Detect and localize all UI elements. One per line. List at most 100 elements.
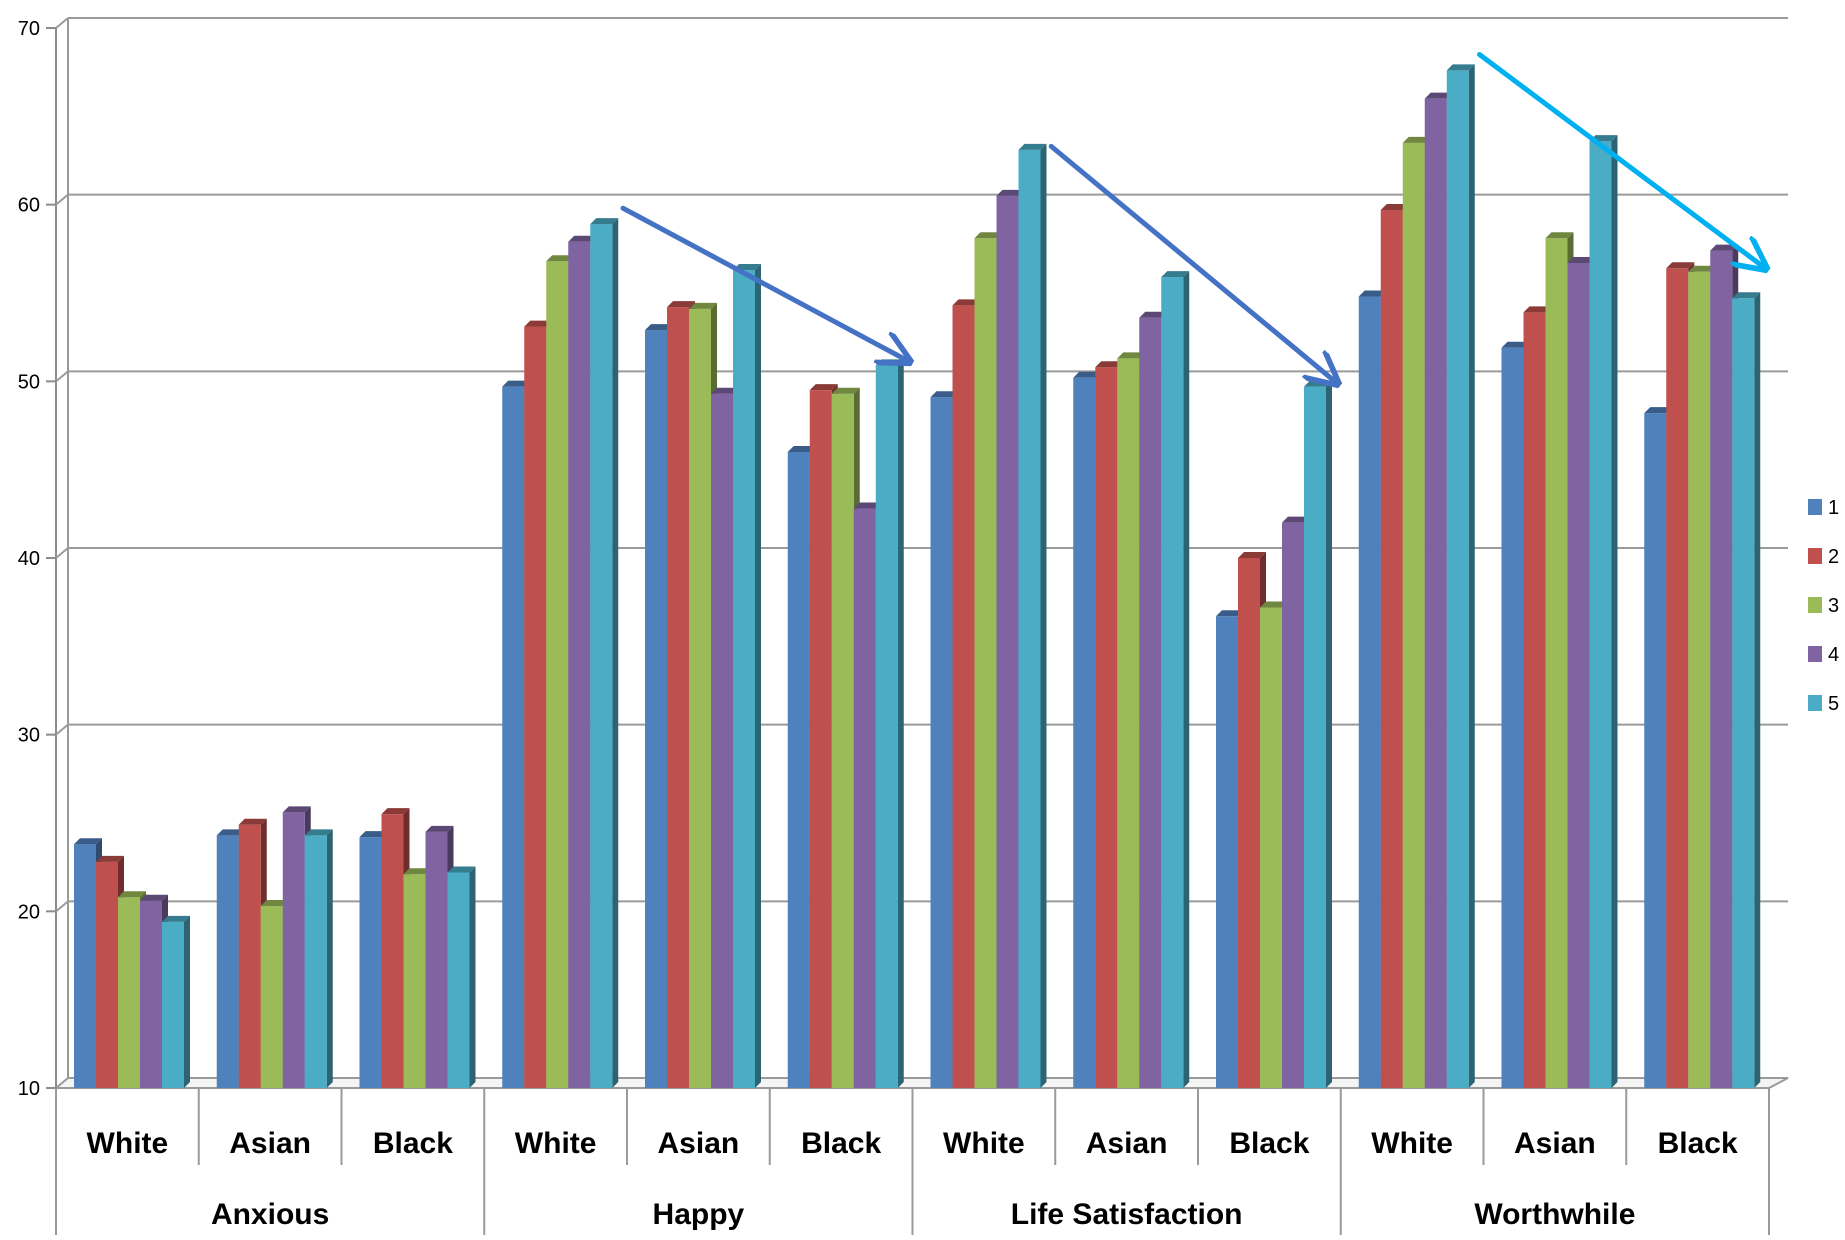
bar-side [326, 829, 333, 1088]
bar-top [1095, 361, 1124, 368]
bar-side [469, 866, 476, 1088]
bar-top [381, 808, 410, 815]
bar-front [952, 305, 975, 1088]
bar-side [1326, 380, 1332, 1089]
bar-front [1117, 358, 1140, 1088]
trend-arrow [1048, 143, 1335, 381]
bar-front [1238, 558, 1260, 1088]
bar-top [1117, 352, 1146, 359]
bar [162, 915, 190, 1088]
bar-top [425, 825, 454, 832]
x-category-label: White [87, 1127, 169, 1160]
bar-front [1666, 268, 1689, 1088]
bar-top [1545, 232, 1574, 239]
bar-front [711, 393, 733, 1088]
gridline-side [55, 370, 69, 383]
bar [1161, 271, 1190, 1089]
x-group-label: Life Satisfaction [1011, 1198, 1243, 1231]
bar-top [1161, 271, 1190, 278]
legend-item: 1 [1808, 497, 1839, 519]
y-tick-label: 60 [18, 195, 40, 217]
x-group-label: Happy [653, 1198, 745, 1231]
bar-top [1501, 341, 1530, 348]
bar-top [930, 391, 959, 398]
y-axis-tick-labels: 10 20 30 40 50 60 70 [18, 18, 40, 1100]
bar-front [853, 508, 876, 1088]
bar-top [1644, 407, 1673, 414]
bar-front [403, 874, 426, 1088]
legend-swatch [1808, 548, 1822, 564]
x-category-label: White [1371, 1127, 1453, 1160]
legend-label: 5 [1828, 693, 1839, 715]
bar-top [1402, 136, 1431, 143]
x-category-label: Black [1229, 1127, 1309, 1160]
bar [733, 264, 761, 1088]
y-tick-label: 70 [18, 18, 40, 40]
bar-front [359, 837, 382, 1088]
bar [447, 866, 476, 1088]
bar-side [897, 359, 904, 1088]
legend-item: 5 [1808, 693, 1839, 715]
bar-front [1095, 367, 1118, 1088]
bar-top [1380, 203, 1409, 210]
bar-top [96, 855, 124, 862]
bar-front [787, 452, 810, 1088]
bar-front [645, 330, 667, 1089]
x-category-label: Black [801, 1127, 881, 1160]
legend-swatch [1808, 597, 1822, 613]
bar-front [282, 812, 305, 1088]
bar-front [1018, 149, 1041, 1088]
trend-arrow [1477, 52, 1764, 267]
bar [1732, 292, 1761, 1088]
y-tick-label: 10 [18, 1078, 40, 1100]
bar-top [546, 255, 575, 262]
bar [304, 829, 333, 1088]
bar-top [689, 302, 717, 309]
y-tick-label: 50 [18, 371, 40, 393]
bar-side [1754, 292, 1761, 1088]
bar-front [1732, 298, 1755, 1088]
legend-swatch [1808, 646, 1822, 662]
bar-front [502, 386, 525, 1089]
bar [590, 218, 619, 1089]
x-group-label: Worthwhile [1474, 1198, 1635, 1231]
bar-top [1216, 610, 1244, 617]
legend-label: 3 [1828, 595, 1839, 617]
bar-top [1238, 552, 1266, 558]
x-category-label: Asian [658, 1127, 740, 1160]
bar-front [96, 861, 118, 1088]
x-category-label: White [943, 1127, 1025, 1160]
bar [1018, 143, 1047, 1088]
bar-front [1710, 250, 1733, 1089]
bar-top [238, 818, 267, 825]
bar-front [1304, 386, 1326, 1089]
bar-front [546, 261, 569, 1088]
bar [1304, 380, 1332, 1089]
legend-item: 3 [1808, 595, 1839, 617]
bar-front [1523, 312, 1546, 1088]
bar-side [1468, 64, 1475, 1088]
bar-front [1358, 296, 1381, 1088]
gridline-side [55, 900, 69, 913]
bar-front [1161, 277, 1184, 1089]
bar-top [974, 232, 1003, 239]
x-category-label: Black [1658, 1127, 1738, 1160]
bar-top [831, 387, 860, 394]
bar-top [667, 301, 695, 308]
bar-front [381, 814, 404, 1088]
legend-swatch [1808, 695, 1822, 711]
bar-side [755, 264, 761, 1088]
gridline-side [55, 723, 69, 736]
bar-front [1545, 238, 1568, 1088]
legend-label: 1 [1828, 497, 1839, 519]
bar-front [1216, 616, 1238, 1088]
bar-front [831, 393, 854, 1088]
bar [1589, 135, 1618, 1089]
bar-top [304, 829, 333, 836]
bar-front [733, 270, 755, 1088]
bar-top [1358, 290, 1387, 297]
bar-side [184, 915, 190, 1088]
bar-front [1446, 70, 1469, 1088]
bar [875, 359, 904, 1088]
